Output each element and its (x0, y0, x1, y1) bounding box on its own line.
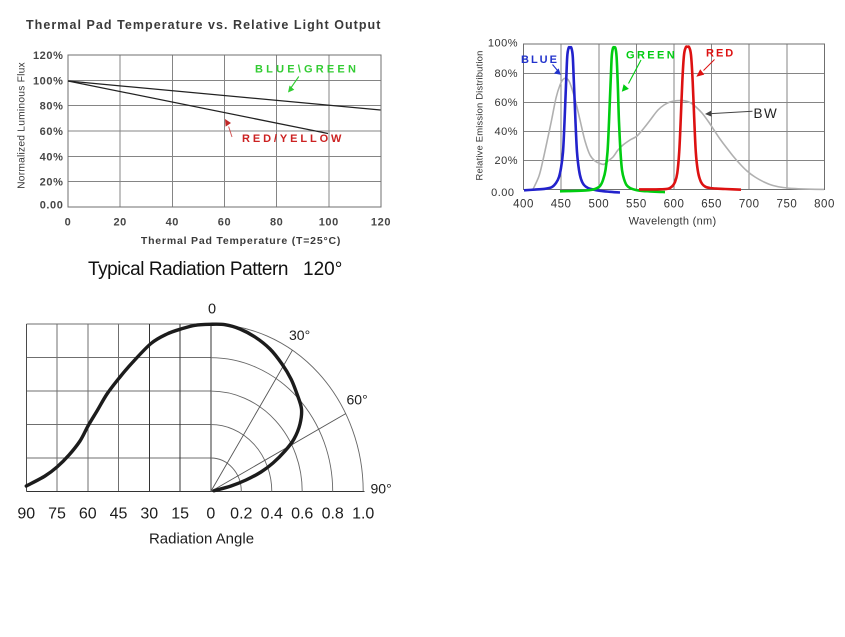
svg-text:Wavelength (nm): Wavelength (nm) (629, 216, 717, 228)
svg-text:0: 0 (208, 302, 216, 318)
svg-text:0.00: 0.00 (40, 200, 64, 212)
svg-text:0.6: 0.6 (291, 506, 313, 523)
svg-text:90: 90 (17, 506, 35, 523)
svg-text:650: 650 (701, 198, 722, 210)
svg-text:15: 15 (171, 506, 189, 523)
svg-text:100: 100 (319, 217, 339, 229)
svg-text:40: 40 (166, 217, 179, 229)
svg-text:Relative Emission Distribution: Relative Emission Distribution (474, 50, 485, 180)
svg-text:75: 75 (48, 506, 66, 523)
svg-text:30°: 30° (289, 327, 310, 343)
svg-text:1.0: 1.0 (352, 506, 374, 523)
svg-text:60: 60 (79, 506, 97, 523)
svg-text:0: 0 (65, 217, 72, 229)
svg-text:120%: 120% (33, 50, 64, 62)
svg-text:750: 750 (777, 198, 798, 210)
svg-text:100%: 100% (33, 75, 64, 87)
svg-text:60°: 60° (347, 392, 368, 408)
svg-text:450: 450 (551, 198, 572, 210)
svg-text:800: 800 (814, 198, 835, 210)
svg-text:80%: 80% (40, 101, 64, 113)
svg-text:0: 0 (206, 506, 215, 523)
svg-text:60: 60 (218, 217, 231, 229)
svg-text:400: 400 (513, 198, 534, 210)
svg-text:60%: 60% (494, 97, 518, 109)
svg-text:0.00: 0.00 (491, 187, 514, 199)
svg-text:BLUE: BLUE (521, 54, 559, 66)
svg-text:Thermal Pad Temperature (T=25°: Thermal Pad Temperature (T=25°C) (141, 235, 341, 247)
svg-text:20: 20 (113, 217, 126, 229)
svg-text:Radiation Angle: Radiation Angle (149, 531, 254, 548)
svg-text:40%: 40% (494, 126, 518, 138)
svg-text:90°: 90° (371, 481, 392, 497)
svg-text:40%: 40% (40, 151, 64, 163)
svg-text:80%: 80% (494, 68, 518, 80)
svg-text:GREEN: GREEN (626, 50, 677, 62)
svg-text:45: 45 (110, 506, 128, 523)
svg-text:20%: 20% (494, 155, 518, 167)
svg-text:120: 120 (371, 217, 391, 229)
svg-text:700: 700 (739, 198, 760, 210)
svg-text:BW: BW (754, 106, 779, 121)
svg-text:0.4: 0.4 (261, 506, 283, 523)
svg-text:80: 80 (270, 217, 283, 229)
svg-text:120°: 120° (303, 259, 342, 280)
svg-text:0.2: 0.2 (230, 506, 252, 523)
svg-text:550: 550 (626, 198, 647, 210)
svg-text:500: 500 (588, 198, 609, 210)
svg-text:600: 600 (664, 198, 685, 210)
svg-text:60%: 60% (40, 126, 64, 138)
svg-text:0.8: 0.8 (322, 506, 344, 523)
svg-text:Typical Radiation Pattern: Typical Radiation Pattern (88, 259, 288, 280)
svg-text:Thermal Pad Temperature vs. Re: Thermal Pad Temperature vs. Relative Lig… (26, 18, 381, 32)
svg-text:20%: 20% (40, 177, 64, 189)
svg-text:RED: RED (706, 48, 735, 60)
svg-text:30: 30 (140, 506, 158, 523)
svg-text:RED/YELLOW: RED/YELLOW (242, 133, 344, 145)
svg-text:BLUE\GREEN: BLUE\GREEN (255, 64, 359, 76)
svg-text:Normalized Luminous Flux: Normalized Luminous Flux (17, 62, 28, 189)
svg-text:100%: 100% (488, 38, 518, 50)
